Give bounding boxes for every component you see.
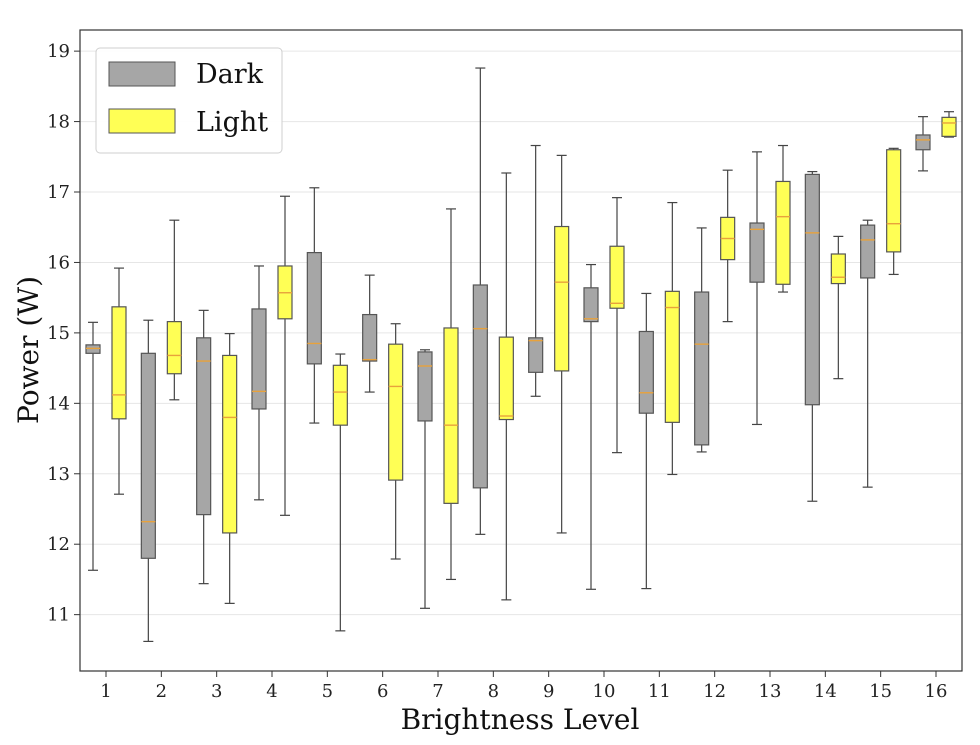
legend-swatch-light [108,108,176,134]
box-dark-8 [472,67,488,535]
x-tick-label-16: 16 [925,681,948,702]
box-body-dark-15 [860,224,876,279]
box-light-15 [886,147,902,276]
box-dark-4 [251,265,267,501]
box-light-3 [222,332,238,604]
box-body-dark-4 [251,308,267,410]
box-body-light-10 [609,245,625,309]
box-dark-14 [804,170,820,502]
y-axis: 11 12 13 14 15 16 17 18 19 [47,41,80,626]
x-tick-label-8: 8 [488,681,499,702]
legend-swatch-dark [108,61,176,87]
box-body-dark-9 [528,337,544,373]
x-tick-label-9: 9 [543,681,554,702]
legend-label-dark: Dark [196,59,264,90]
x-axis: 1 2 3 4 5 6 7 8 9 10 11 12 13 14 15 16 [100,671,947,702]
box-dark-16 [915,116,931,172]
x-axis-title: Brightness Level [401,703,640,736]
box-dark-12 [694,227,710,453]
box-body-light-2 [166,321,182,375]
box-dark-15 [860,219,876,488]
box-light-5 [332,353,348,632]
box-light-16 [941,111,957,138]
x-tick-label-4: 4 [266,681,277,702]
y-tick-label-17: 17 [47,182,70,203]
box-light-11 [664,201,680,476]
box-light-1 [111,267,127,495]
box-dark-1 [85,321,101,571]
x-tick-label-13: 13 [759,681,782,702]
y-tick-label-18: 18 [47,112,70,133]
box-dark-3 [196,309,212,585]
box-body-light-7 [443,327,459,504]
x-tick-label-3: 3 [211,681,222,702]
x-tick-label-15: 15 [869,681,892,702]
box-light-13 [775,144,791,293]
box-dark-5 [306,187,322,424]
box-light-7 [443,208,459,581]
box-body-dark-10 [583,287,599,323]
boxes [85,67,957,643]
x-tick-label-7: 7 [432,681,443,702]
y-tick-label-13: 13 [47,464,70,485]
box-body-dark-16 [915,134,931,151]
box-dark-9 [528,144,544,397]
y-tick-label-16: 16 [47,252,70,273]
box-light-14 [830,235,846,380]
box-body-dark-12 [694,291,710,446]
box-light-4 [277,195,293,516]
box-dark-6 [362,274,378,393]
box-dark-7 [417,349,433,609]
box-body-dark-13 [749,222,765,283]
box-body-light-11 [664,290,680,423]
box-light-8 [498,172,514,601]
box-body-light-6 [388,343,404,481]
legend-label-light: Light [196,107,268,138]
x-tick-label-14: 14 [814,681,837,702]
box-dark-11 [638,292,654,590]
box-light-12 [720,169,736,323]
legend: Dark Light [95,47,283,154]
x-tick-label-1: 1 [100,681,111,702]
box-body-light-14 [830,253,846,285]
box-light-10 [609,197,625,454]
box-body-dark-8 [472,284,488,489]
box-dark-10 [583,263,599,590]
plot-frame [79,29,963,672]
box-body-light-16 [941,116,957,137]
box-body-dark-1 [85,344,101,354]
y-axis-title: Power (W) [12,276,45,424]
box-body-light-8 [498,336,514,421]
box-light-2 [166,219,182,401]
x-tick-label-2: 2 [156,681,167,702]
box-body-light-15 [886,149,902,253]
box-body-light-5 [332,364,348,426]
box-light-6 [388,323,404,560]
y-tick-label-14: 14 [47,393,70,414]
box-body-light-9 [554,225,570,372]
box-body-dark-2 [140,352,156,559]
box-body-light-1 [111,306,127,420]
x-tick-label-12: 12 [703,681,726,702]
y-tick-label-19: 19 [47,41,70,62]
x-tick-label-6: 6 [377,681,388,702]
box-body-dark-7 [417,351,433,422]
box-body-dark-14 [804,173,820,406]
x-tick-label-5: 5 [322,681,333,702]
y-tick-label-12: 12 [47,534,70,555]
y-tick-label-15: 15 [47,323,70,344]
box-body-dark-6 [362,313,378,362]
box-dark-13 [749,151,765,426]
box-body-dark-11 [638,330,654,414]
box-body-dark-5 [306,251,322,365]
box-body-light-3 [222,354,238,534]
box-body-light-13 [775,180,791,285]
x-tick-label-10: 10 [593,681,616,702]
box-light-9 [554,154,570,534]
y-tick-label-11: 11 [47,605,70,626]
box-dark-2 [140,319,156,643]
box-body-dark-3 [196,337,212,516]
x-tick-label-11: 11 [648,681,671,702]
